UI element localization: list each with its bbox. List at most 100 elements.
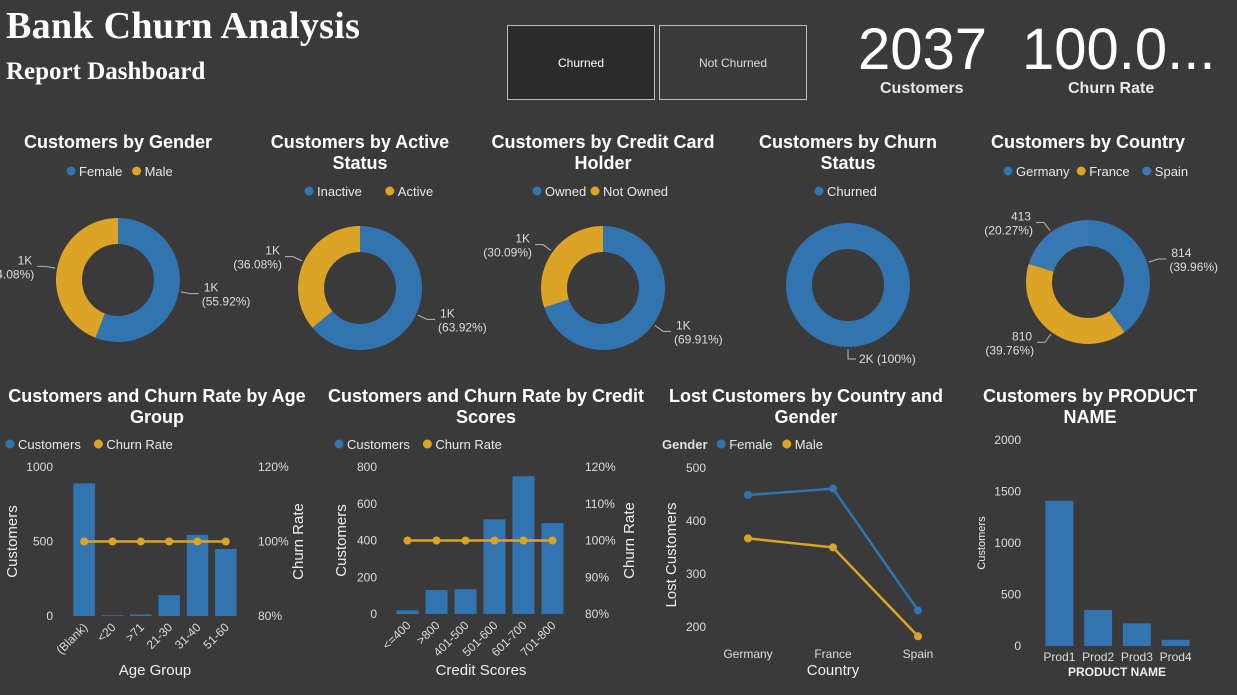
lost-chart-point-1-0	[744, 534, 752, 543]
credit-chart-bar-3	[483, 519, 506, 614]
donut4-label-value-1: 810	[1012, 329, 1032, 343]
donut3-legend-label-0: Churned	[827, 184, 877, 199]
donut2-leader-1	[535, 244, 552, 251]
lost-chart-point-0-0	[744, 490, 752, 499]
age-chart-xtick-1: <20	[94, 620, 119, 645]
credit-chart-legend-label-0: Customers	[347, 437, 410, 452]
credit-chart-line-point-4	[519, 536, 528, 545]
donut2-title-line2: Holder	[574, 153, 631, 173]
donut0-slice-0	[95, 218, 181, 342]
credit-chart-legend-marker-0	[334, 439, 344, 449]
lost-chart-legend-label-1: Male	[795, 437, 823, 452]
kpi-customers-label: Customers	[880, 80, 964, 97]
age-chart-title: Customers and Churn Rate by Age	[8, 386, 305, 406]
age-chart-y2label: Churn Rate	[290, 503, 307, 580]
donut2-label-pct-1: (30.09%)	[483, 246, 532, 260]
donut4-label-value-0: 814	[1171, 246, 1191, 260]
donut4-leader-1	[1037, 333, 1052, 343]
donut2-slice-1	[541, 225, 603, 308]
slicer-churned-button[interactable]: Churned	[507, 25, 655, 100]
donut3-label-value-0: 2K (100%)	[859, 352, 916, 366]
lost-chart-legend-label-0: Female	[729, 437, 772, 452]
slicer-not-churned-button[interactable]: Not Churned	[659, 25, 807, 100]
credit-chart-y2tick-4: 120%	[585, 460, 616, 474]
age-chart-ytick-0: 0	[46, 609, 53, 623]
product-chart-ytick-4: 2000	[994, 433, 1021, 447]
donut4-legend-label-0: Germany	[1016, 164, 1070, 179]
credit-chart-ytick-1: 200	[357, 570, 377, 584]
donut0-label-value-0: 1K	[204, 281, 219, 295]
donut4-legend-label-2: Spain	[1155, 164, 1188, 179]
donut2-slice-0	[544, 226, 665, 351]
kpi-customers-value: 2037	[858, 17, 988, 82]
donut1-legend-marker-0	[304, 186, 314, 196]
age-chart-legend-marker-1	[93, 439, 103, 449]
donut1-label-pct-1: (36.08%)	[233, 258, 282, 272]
donut0-label-pct-0: (55.92%)	[202, 295, 251, 309]
age-chart-y2tick-1: 100%	[258, 535, 289, 549]
age-chart-ytick-1: 500	[33, 535, 53, 549]
lost-chart-series-1	[747, 537, 919, 638]
credit-chart-ytick-0: 0	[370, 607, 377, 621]
credit-chart-xtick-0: <=400	[380, 618, 414, 652]
donut0-title: Customers by Gender	[24, 132, 212, 152]
credit-chart-title: Customers and Churn Rate by Credit	[328, 386, 644, 406]
credit-chart-legend-label-1: Churn Rate	[435, 437, 501, 452]
lost-chart-point-1-2	[914, 632, 922, 641]
credit-chart-ytick-4: 800	[357, 460, 377, 474]
age-chart-bar-1	[101, 615, 124, 616]
product-chart-bar-2	[1122, 623, 1151, 646]
donut1-slice-1	[298, 226, 360, 328]
lost-chart-legend-title: Gender	[662, 437, 708, 452]
report-subtitle: Report Dashboard	[6, 58, 206, 85]
product-chart-ylabel: Customers	[976, 516, 988, 570]
age-chart-legend-label-1: Churn Rate	[106, 437, 172, 452]
age-chart-title-line2: Group	[130, 407, 184, 427]
product-chart-ytick-0: 0	[1014, 639, 1021, 653]
donut2-label-value-0: 1K	[676, 318, 691, 332]
lost-chart-ytick-3: 500	[686, 461, 706, 475]
lost-chart-title: Lost Customers by Country and	[669, 386, 943, 406]
age-chart-line-point-5	[221, 537, 230, 546]
donut2-legend-label-0: Owned	[545, 184, 586, 199]
donut1-leader-1	[284, 256, 303, 262]
donut0-leader-0	[180, 291, 199, 295]
donut4-title: Customers by Country	[991, 132, 1185, 152]
age-chart-line-point-4	[193, 537, 202, 546]
credit-chart-line-point-5	[548, 536, 557, 545]
donut2-title: Customers by Credit Card	[491, 132, 714, 152]
donut1-legend-label-1: Active	[398, 184, 433, 199]
product-chart-bar-1	[1084, 609, 1113, 646]
credit-chart-bar-5	[541, 523, 564, 614]
age-chart-line-point-1	[108, 537, 117, 546]
donut1-legend-label-0: Inactive	[317, 184, 362, 199]
age-chart-line-point-3	[165, 537, 174, 546]
lost-chart-legend-marker-1	[782, 439, 792, 449]
age-chart-xlabel: Age Group	[119, 662, 192, 679]
age-chart-legend-marker-0	[5, 439, 15, 449]
age-chart-bar-3	[158, 595, 180, 616]
donut3-leader-0	[847, 349, 856, 360]
donut4-leader-2	[1035, 222, 1051, 231]
age-chart-legend-label-0: Customers	[18, 437, 81, 452]
lost-chart-xtick-0: Germany	[723, 647, 772, 661]
age-chart-bar-2	[130, 614, 152, 616]
credit-chart-bar-4	[512, 476, 535, 614]
credit-chart-ylabel: Customers	[333, 504, 350, 577]
donut2-legend-marker-0	[532, 186, 542, 196]
product-chart-xtick-0: Prod1	[1043, 650, 1075, 664]
donut4-label-pct-0: (39.96%)	[1169, 260, 1218, 274]
donut2-leader-0	[654, 325, 671, 332]
donut4-label-value-2: 413	[1011, 210, 1031, 224]
lost-chart-xtick-1: France	[814, 647, 852, 661]
donut2-legend-marker-1	[590, 186, 600, 196]
lost-chart-ytick-2: 400	[686, 514, 706, 528]
donut3-title: Customers by Churn	[759, 132, 937, 152]
donut4-slice-0	[1088, 220, 1150, 333]
age-chart-ylabel: Customers	[4, 505, 21, 578]
product-chart-xtick-2: Prod3	[1121, 650, 1153, 664]
credit-chart-y2tick-2: 100%	[585, 534, 616, 548]
lost-chart-point-0-1	[829, 484, 837, 493]
credit-chart-y2tick-1: 90%	[585, 570, 609, 584]
